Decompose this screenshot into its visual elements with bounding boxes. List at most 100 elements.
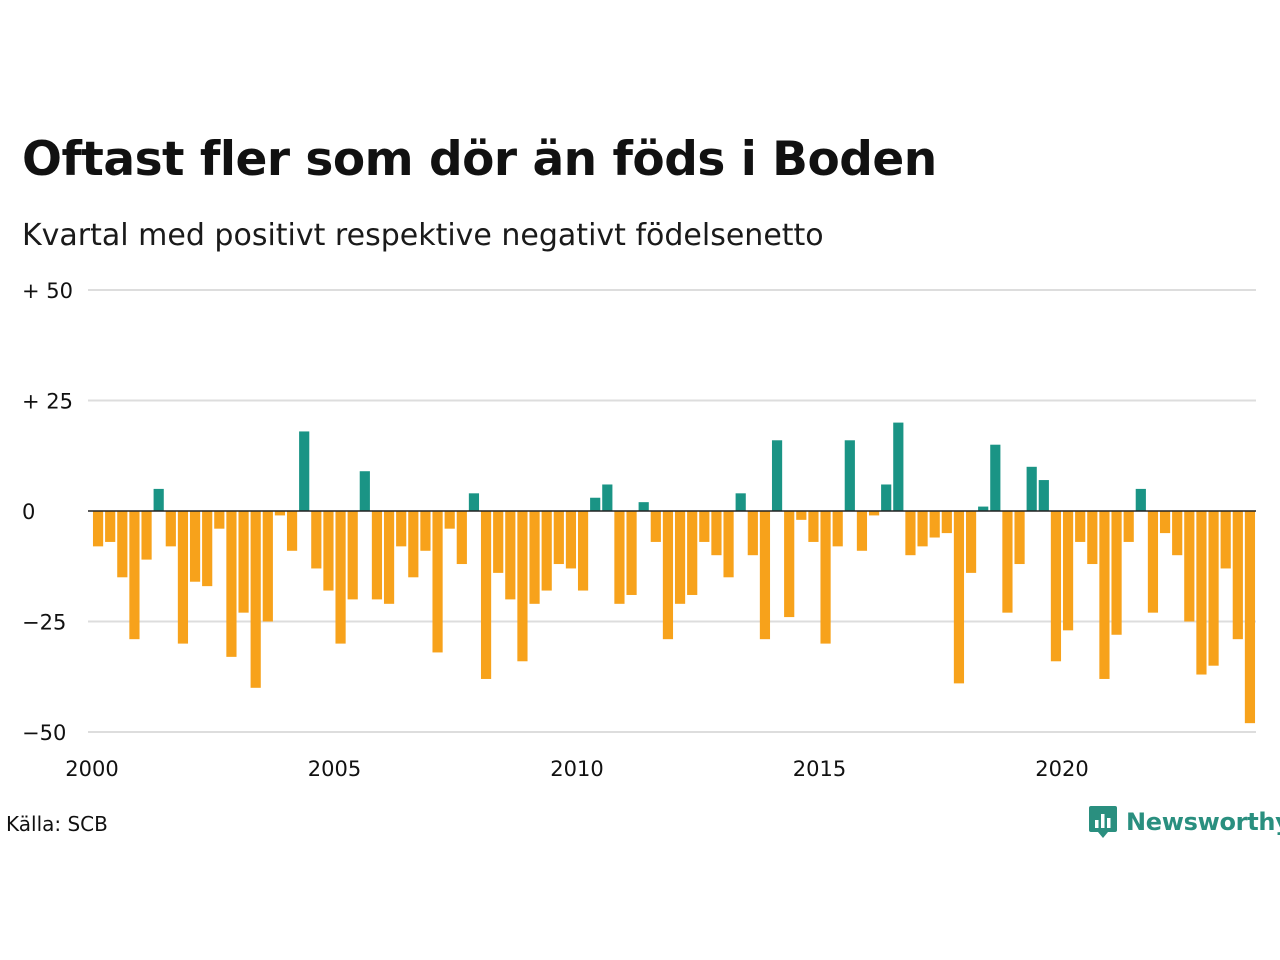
bar-2006-q1 <box>383 511 395 604</box>
bar-2016-q2 <box>881 484 892 511</box>
bar-2005-q3 <box>359 471 370 511</box>
bar-2009-q1 <box>529 511 540 604</box>
bar-2016-q4 <box>905 511 916 556</box>
bar-2022-q2 <box>1172 511 1183 556</box>
bar-2019-q3 <box>1038 480 1049 511</box>
bar-2013-q3 <box>747 511 758 556</box>
bar-2018-q4 <box>1002 511 1013 613</box>
bar-2010-q2 <box>590 497 601 511</box>
bar-2020-q2 <box>1075 511 1086 542</box>
x-tick-label: 2015 <box>793 757 846 781</box>
bar-2021-q2 <box>1123 511 1134 542</box>
bar-2021-q3 <box>1135 488 1146 511</box>
y-tick-label: −25 <box>22 611 66 635</box>
chart-subtitle: Kvartal med positivt respektive negativt… <box>22 218 824 253</box>
bar-2023-q1 <box>1208 511 1219 666</box>
y-tick-label: + 25 <box>22 390 73 414</box>
bar-2006-q2 <box>396 511 407 547</box>
bar-2019-q4 <box>1050 511 1062 662</box>
bar-2011-q3 <box>650 511 661 542</box>
bar-2013-q4 <box>759 511 771 640</box>
bar-2014-q2 <box>784 511 795 618</box>
bar-2003-q4 <box>274 511 286 516</box>
bars <box>92 422 1256 724</box>
bar-2015-q4 <box>856 511 868 551</box>
bar-2007-q4 <box>468 493 480 511</box>
bar-2010-q1 <box>577 511 589 591</box>
y-tick-label: −50 <box>22 721 66 745</box>
brand-logo: Newsworthy <box>1088 804 1280 840</box>
bar-2011-q4 <box>662 511 674 640</box>
newsworthy-chart-bubble-icon <box>1089 806 1117 838</box>
bar-2013-q2 <box>735 493 746 511</box>
bar-2017-q2 <box>929 511 940 538</box>
bar-2002-q1 <box>189 511 201 582</box>
bar-2002-q3 <box>214 511 225 529</box>
bar-2020-q3 <box>1087 511 1098 565</box>
bar-2001-q1 <box>141 511 152 560</box>
bar-2006-q4 <box>420 511 431 551</box>
x-tick-label: 2005 <box>308 757 361 781</box>
y-axis-tick-labels: + 50 + 25 0 −25 −50 <box>22 279 73 745</box>
bar-2019-q1 <box>1014 511 1025 565</box>
bar-2018-q2 <box>978 506 989 511</box>
bar-2000-q3 <box>117 511 128 578</box>
bar-2012-q2 <box>687 511 698 595</box>
bar-2005-q4 <box>371 511 383 600</box>
bar-2016-q3 <box>893 422 904 511</box>
bar-2009-q4 <box>565 511 577 569</box>
bar-2000-q2 <box>105 511 116 542</box>
bar-2004-q1 <box>286 511 298 551</box>
bar-2008-q2 <box>493 511 504 573</box>
bar-2015-q3 <box>844 440 855 511</box>
bar-2012-q1 <box>674 511 686 604</box>
bar-2001-q3 <box>165 511 176 547</box>
bar-2022-q4 <box>1196 511 1207 675</box>
bar-2005-q2 <box>347 511 358 600</box>
bar-2018-q1 <box>965 511 977 573</box>
bar-2020-q4 <box>1099 511 1110 679</box>
bar-2016-q1 <box>868 511 880 516</box>
bar-2001-q2 <box>153 488 164 511</box>
bar-2015-q2 <box>832 511 843 547</box>
source-note: Källa: SCB <box>6 812 108 836</box>
bar-2017-q1 <box>917 511 928 547</box>
bar-2010-q4 <box>614 511 625 604</box>
bar-2004-q3 <box>311 511 322 569</box>
bar-2008-q3 <box>505 511 516 600</box>
bar-2018-q3 <box>990 444 1001 511</box>
bar-2014-q4 <box>808 511 819 542</box>
x-tick-label: 2010 <box>550 757 603 781</box>
bar-2014-q1 <box>771 440 783 511</box>
bar-2013-q1 <box>723 511 734 578</box>
bar-2000-q4 <box>129 511 140 640</box>
bar-2021-q4 <box>1147 511 1159 613</box>
bar-2007-q3 <box>456 511 467 565</box>
bar-2022-q3 <box>1184 511 1195 622</box>
bar-2007-q1 <box>432 511 443 653</box>
x-tick-label: 2000 <box>65 757 118 781</box>
bar-2022-q1 <box>1159 511 1171 534</box>
bar-2009-q2 <box>541 511 552 591</box>
bar-2017-q3 <box>941 511 952 534</box>
bar-2017-q4 <box>953 511 965 684</box>
bar-2011-q2 <box>638 502 649 511</box>
bar-2003-q1 <box>238 511 249 613</box>
bar-2015-q1 <box>820 511 831 644</box>
brand-name: Newsworthy <box>1126 808 1280 836</box>
bar-2008-q1 <box>480 511 492 679</box>
x-axis-tick-labels: 2000 2005 2010 2015 2020 <box>65 757 1088 781</box>
bar-2006-q3 <box>408 511 419 578</box>
bar-2004-q4 <box>323 511 334 591</box>
bar-2003-q2 <box>250 511 261 688</box>
bar-2009-q3 <box>553 511 564 565</box>
y-tick-label: 0 <box>22 500 35 524</box>
bar-2000-q1 <box>92 511 104 547</box>
bar-chart: + 50 + 25 0 −25 −50 2000 2005 2010 2015 2020 <box>22 279 1256 781</box>
bar-2002-q4 <box>226 511 237 657</box>
bar-2012-q4 <box>711 511 722 556</box>
bar-2023-q4 <box>1244 511 1256 724</box>
bar-2008-q4 <box>517 511 528 662</box>
bar-2003-q3 <box>262 511 273 622</box>
bar-2019-q2 <box>1026 466 1037 511</box>
